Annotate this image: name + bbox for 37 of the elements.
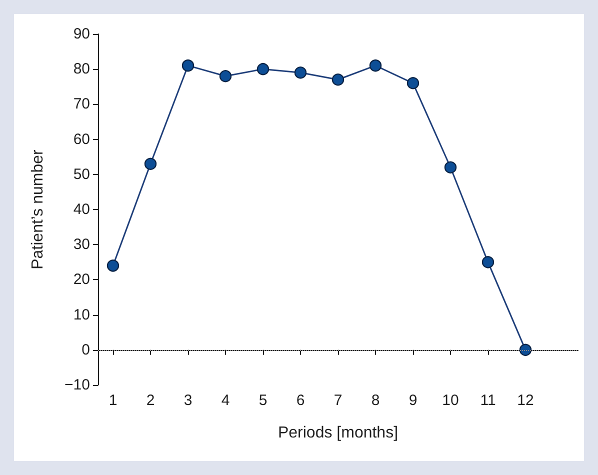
y-tick-label: 90 [73, 26, 90, 42]
point [369, 59, 382, 72]
y-tick-label: 10 [73, 306, 90, 324]
x-tick-label: 10 [442, 392, 459, 409]
point [219, 70, 232, 82]
y-tick-label: 60 [73, 130, 90, 148]
y-tick-label: 50 [73, 166, 90, 183]
x-tick-label: 9 [408, 392, 418, 409]
x-tick-label: 1 [108, 392, 118, 409]
y-tick-label: 80 [73, 60, 90, 78]
x-tick-label: 3 [184, 392, 192, 409]
point [444, 161, 457, 174]
point [294, 66, 307, 79]
y-tick-label: 70 [73, 96, 90, 113]
y-tick-label: 40 [73, 201, 90, 218]
x-tick-label: 2 [146, 392, 155, 409]
point [106, 260, 120, 272]
point [332, 74, 344, 86]
x-tick-label: 7 [334, 392, 342, 409]
point [144, 158, 157, 170]
y-tick-label: 20 [73, 271, 90, 288]
x-tick-label: 11 [480, 392, 496, 409]
point [406, 77, 420, 90]
y-tick-label: −10 [64, 376, 90, 394]
point [482, 256, 494, 268]
point [182, 59, 194, 72]
x-tick-label: 8 [371, 392, 380, 409]
point [256, 63, 270, 76]
point [519, 344, 532, 356]
y-axis-title: Patient’s number [30, 148, 46, 270]
x-tick-label: 12 [517, 392, 534, 409]
x-tick-label: 6 [296, 392, 305, 409]
x-tick-label: 4 [221, 392, 230, 409]
x-axis-title: Periods [months] [278, 424, 398, 442]
y-tick-label: 30 [73, 236, 90, 254]
y-tick-label: 0 [82, 341, 90, 358]
x-tick-label: 5 [258, 392, 268, 409]
